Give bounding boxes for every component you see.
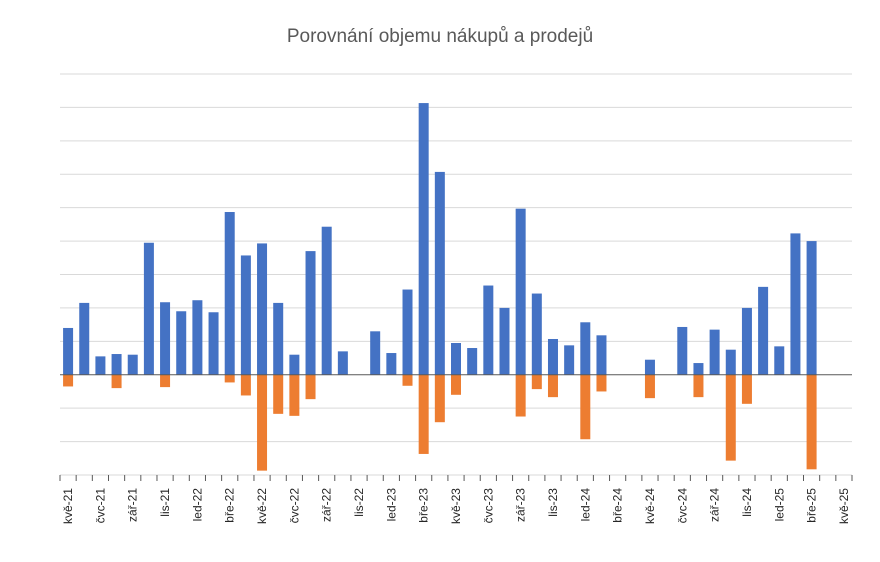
bar-purchase (564, 345, 575, 375)
x-tick-label: bře-22 (223, 488, 237, 523)
bar-purchase (451, 343, 461, 375)
x-tick-label: čvc-21 (93, 488, 107, 524)
bar-sale (434, 374, 445, 423)
bar-purchase (758, 286, 769, 375)
bar-sale (305, 374, 316, 400)
bar-purchase (418, 103, 429, 375)
bar-purchase (143, 242, 154, 375)
bar-sale (515, 374, 526, 417)
x-tick-label: bře-23 (417, 488, 431, 523)
bar-sale (111, 374, 122, 389)
x-tick-label: čvc-24 (675, 488, 689, 524)
bar-purchase (95, 356, 106, 375)
bar-purchase (305, 251, 316, 375)
bar-purchase (806, 241, 817, 375)
x-tick-label: zář-22 (320, 488, 334, 522)
bar-sale (257, 374, 268, 471)
x-tick-label: lis-22 (352, 488, 366, 517)
x-tick-label: čvc-22 (287, 488, 301, 524)
bar-purchase (160, 302, 171, 375)
x-tick-label: led-24 (578, 488, 592, 522)
x-tick-label: zář-21 (126, 488, 140, 522)
bar-purchase (402, 289, 413, 375)
bar-purchase (337, 351, 348, 375)
x-tick-label: lis-23 (546, 488, 560, 517)
bar-purchase (289, 354, 300, 375)
x-tick-label: lis-24 (740, 488, 754, 517)
x-tick-label: zář-23 (514, 488, 528, 522)
bar-sale (547, 374, 558, 398)
bar-purchase (273, 302, 284, 375)
bar-purchase (741, 307, 752, 375)
bar-purchase (63, 327, 74, 375)
bar-purchase (580, 322, 591, 375)
bar-purchase (467, 348, 478, 375)
bar-purchase (725, 349, 736, 375)
x-tick-label: kvě-21 (61, 488, 75, 524)
x-tick-label: kvě-25 (837, 488, 851, 524)
bar-sale (402, 374, 413, 386)
bar-sale (273, 374, 284, 414)
bar-sale (418, 374, 429, 454)
x-tick-label: bře-24 (611, 488, 625, 523)
bar-purchase (208, 312, 219, 375)
bar-purchase (79, 302, 90, 375)
bar-sale (160, 374, 171, 388)
bar-purchase (709, 329, 720, 375)
bar-purchase (240, 255, 251, 375)
bar-purchase (499, 307, 510, 375)
bar-sale (741, 374, 752, 404)
bar-purchase (386, 353, 397, 375)
bar-purchase (224, 212, 235, 375)
bar-purchase (547, 338, 558, 375)
bar-purchase (321, 226, 332, 375)
x-tick-label: led-23 (384, 488, 398, 522)
x-tick-label: zář-24 (708, 488, 722, 522)
bar-purchase (111, 354, 122, 375)
x-tick-label: lis-21 (158, 488, 172, 517)
bar-sale (725, 374, 736, 461)
bar-purchase (790, 233, 801, 375)
x-tick-label: kvě-23 (449, 488, 463, 524)
bar-purchase (257, 243, 268, 375)
bar-purchase (693, 363, 704, 375)
bar-sale (224, 374, 235, 383)
bar-purchase (531, 293, 542, 375)
bar-purchase (176, 311, 187, 375)
bar-purchase (483, 285, 494, 375)
bar-sale (580, 374, 591, 440)
bar-sale (644, 374, 655, 399)
bar-sale (240, 374, 251, 396)
bar-sale (531, 374, 542, 390)
x-tick-label: kvě-22 (255, 488, 269, 524)
bar-purchase (127, 354, 138, 375)
bar-purchase (644, 359, 655, 375)
bar-purchase (370, 331, 381, 375)
bar-sale (63, 374, 74, 387)
bar-purchase (774, 346, 785, 375)
bar-sale (693, 374, 704, 398)
bar-purchase (677, 326, 688, 375)
bar-sale (596, 374, 607, 392)
x-tick-label: led-22 (190, 488, 204, 522)
x-tick-label: led-25 (772, 488, 786, 522)
bar-purchase (596, 335, 607, 375)
x-tick-label: čvc-23 (481, 488, 495, 524)
chart-title: Porovnání objemu nákupů a prodejů (286, 26, 594, 47)
bar-purchase (434, 171, 445, 375)
x-tick-label: kvě-24 (643, 488, 657, 524)
x-tick-label: bře-25 (805, 488, 819, 523)
bar-sale (451, 374, 461, 395)
bar-sale (289, 374, 300, 416)
bar-sale (806, 374, 817, 470)
bar-purchase (515, 208, 526, 375)
bar-purchase (192, 300, 203, 375)
